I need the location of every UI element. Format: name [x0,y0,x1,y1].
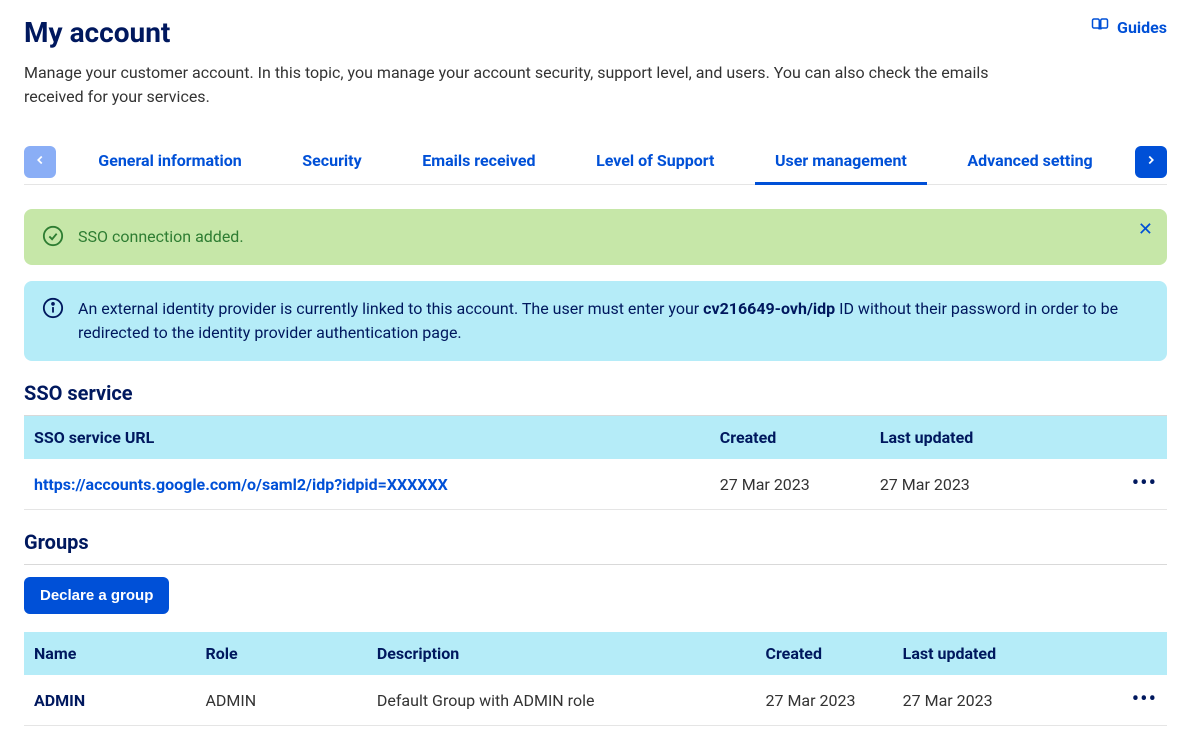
sso-col-created: Created [710,416,870,459]
alert-info: An external identity provider is current… [24,281,1167,361]
groups-col-created: Created [756,632,893,675]
sso-updated-cell: 27 Mar 2023 [870,459,1099,510]
tab-advanced-setting[interactable]: Advanced setting [947,139,1112,185]
alert-success-text: SSO connection added. [78,225,244,249]
alert-info-idp-id: cv216649-ovh/idp [703,299,835,318]
tab-scroll-right-button[interactable] [1135,146,1167,178]
sso-col-url: SSO service URL [24,416,710,459]
table-row: ADMIN ADMIN Default Group with ADMIN rol… [24,675,1167,726]
alert-info-text: An external identity provider is current… [78,297,1149,345]
groups-col-description: Description [367,632,756,675]
alert-success: SSO connection added. ✕ [24,209,1167,265]
tab-emails-received[interactable]: Emails received [402,139,555,185]
alert-close-button[interactable]: ✕ [1138,221,1153,239]
group-role-cell: ADMIN [195,675,366,726]
tabs-list: General information Security Emails rece… [68,139,1123,184]
sso-row-actions[interactable]: ••• [1098,459,1167,510]
divider [24,564,1167,565]
page-subtitle: Manage your customer account. In this to… [24,61,1044,109]
groups-col-role: Role [195,632,366,675]
chevron-right-icon [1144,152,1158,171]
group-name-cell: ADMIN [24,675,195,726]
tab-general-information[interactable]: General information [78,139,261,185]
sso-table: SSO service URL Created Last updated htt… [24,416,1167,510]
guides-label: Guides [1117,18,1167,37]
sso-created-cell: 27 Mar 2023 [710,459,870,510]
group-description-cell: Default Group with ADMIN role [367,675,756,726]
tab-scroll-left-button[interactable] [24,146,56,178]
groups-col-actions [1098,632,1167,675]
group-row-actions[interactable]: ••• [1098,675,1167,726]
declare-group-button[interactable]: Declare a group [24,577,169,614]
groups-col-name: Name [24,632,195,675]
book-icon [1091,16,1109,38]
tab-security[interactable]: Security [282,139,381,185]
more-horizontal-icon: ••• [1132,471,1157,496]
info-circle-icon [42,297,64,319]
sso-col-updated: Last updated [870,416,1099,459]
sso-url-link[interactable]: https://accounts.google.com/o/saml2/idp?… [24,459,710,510]
check-circle-icon [42,225,64,247]
tabs-row: General information Security Emails rece… [24,139,1167,185]
table-row: https://accounts.google.com/o/saml2/idp?… [24,459,1167,510]
groups-table: Name Role Description Created Last updat… [24,632,1167,726]
alert-info-before: An external identity provider is current… [78,299,703,318]
close-icon: ✕ [1138,219,1153,240]
sso-section-title: SSO service [24,381,1167,405]
tab-level-of-support[interactable]: Level of Support [576,139,734,185]
tab-user-management[interactable]: User management [755,139,927,185]
group-created-cell: 27 Mar 2023 [756,675,893,726]
groups-section-title: Groups [24,530,1167,554]
guides-link[interactable]: Guides [1091,16,1167,38]
chevron-left-icon [33,152,47,171]
group-updated-cell: 27 Mar 2023 [893,675,1099,726]
sso-col-actions [1098,416,1167,459]
page-title: My account [24,16,170,49]
groups-col-updated: Last updated [893,632,1099,675]
more-horizontal-icon: ••• [1132,687,1157,712]
